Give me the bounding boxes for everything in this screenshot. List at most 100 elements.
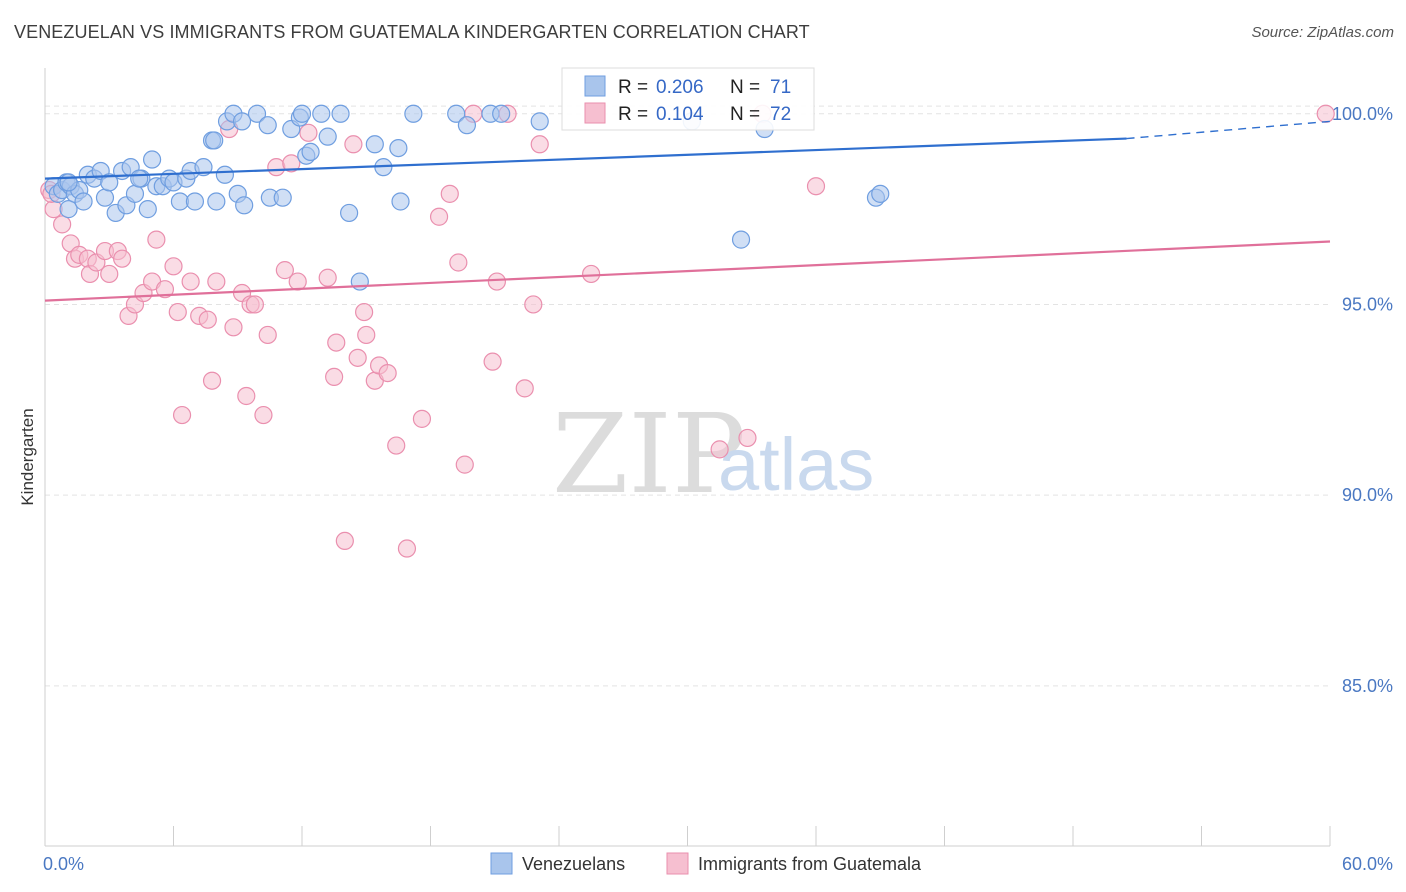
point-guatemala bbox=[483, 352, 502, 371]
point-venezuelans bbox=[273, 188, 292, 207]
point-guatemala bbox=[806, 177, 826, 196]
point-guatemala bbox=[258, 325, 277, 345]
trend-line-guatemala bbox=[44, 240, 1331, 302]
point-guatemala bbox=[198, 310, 217, 329]
point-guatemala bbox=[147, 230, 166, 249]
point-guatemala bbox=[275, 261, 294, 280]
point-venezuelans bbox=[391, 192, 410, 211]
point-guatemala bbox=[318, 268, 337, 287]
legend-swatch-blue bbox=[584, 75, 606, 97]
legend-n-label-1: N = bbox=[730, 77, 760, 98]
y-tick-labels: 85.0% 90.0% 95.0% 100.0% bbox=[1332, 104, 1393, 696]
point-guatemala bbox=[449, 253, 468, 272]
legend-n-label-2: N = bbox=[730, 104, 760, 125]
point-venezuelans bbox=[207, 192, 226, 211]
point-guatemala bbox=[378, 363, 397, 383]
point-guatemala bbox=[267, 158, 286, 177]
y-axis-label: Kindergarten bbox=[18, 408, 37, 505]
point-venezuelans bbox=[731, 230, 751, 249]
point-venezuelans bbox=[301, 142, 320, 162]
point-guatemala bbox=[164, 257, 183, 276]
point-guatemala bbox=[355, 302, 374, 322]
point-venezuelans bbox=[247, 104, 267, 123]
point-guatemala bbox=[440, 184, 459, 203]
point-guatemala bbox=[299, 123, 318, 142]
legend-r-value-1: 0.206 bbox=[656, 77, 704, 98]
point-guatemala bbox=[515, 379, 534, 398]
point-guatemala bbox=[172, 405, 192, 425]
stats-legend: R = 0.206 N = 71 R = 0.104 N = 72 bbox=[561, 67, 815, 131]
point-venezuelans bbox=[318, 127, 337, 146]
legend-swatch-pink bbox=[584, 102, 606, 124]
point-venezuelans bbox=[215, 165, 234, 184]
point-venezuelans bbox=[389, 138, 408, 158]
point-guatemala bbox=[245, 295, 264, 314]
chart-title: VENEZUELAN VS IMMIGRANTS FROM GUATEMALA … bbox=[14, 22, 810, 42]
point-guatemala bbox=[348, 348, 367, 367]
legend-n-value-2: 72 bbox=[770, 104, 791, 125]
point-guatemala bbox=[155, 280, 175, 299]
y-tick-label: 85.0% bbox=[1342, 676, 1393, 696]
point-venezuelans bbox=[492, 104, 511, 123]
point-guatemala bbox=[530, 135, 549, 154]
legend-r-label-1: R = bbox=[618, 77, 648, 98]
point-guatemala bbox=[288, 272, 307, 291]
point-guatemala bbox=[100, 264, 119, 284]
x-tick-labels: 0.0% 60.0% bbox=[43, 854, 1393, 874]
point-guatemala bbox=[325, 367, 344, 387]
point-venezuelans bbox=[312, 104, 331, 123]
trend-line-venezuelans-extension bbox=[1126, 120, 1331, 140]
y-tick-label: 100.0% bbox=[1332, 104, 1393, 124]
point-guatemala bbox=[710, 440, 729, 459]
point-guatemala bbox=[224, 318, 243, 337]
point-guatemala bbox=[254, 405, 273, 425]
x-tick-label: 0.0% bbox=[43, 854, 84, 874]
series-legend: Venezuelans Immigrants from Guatemala bbox=[490, 852, 922, 875]
legend-n-value-1: 71 bbox=[770, 77, 791, 98]
point-venezuelans bbox=[74, 192, 93, 211]
point-venezuelans bbox=[142, 150, 162, 169]
point-venezuelans bbox=[235, 196, 254, 215]
series-legend-swatch-guatemala[interactable] bbox=[666, 852, 689, 875]
x-tick-label: 60.0% bbox=[1342, 854, 1393, 874]
series-legend-label-guatemala[interactable]: Immigrants from Guatemala bbox=[698, 854, 922, 874]
point-guatemala bbox=[387, 436, 406, 455]
point-venezuelans bbox=[232, 112, 252, 131]
point-venezuelans bbox=[194, 158, 213, 177]
point-venezuelans bbox=[59, 200, 78, 219]
point-guatemala bbox=[357, 325, 376, 345]
point-guatemala bbox=[397, 539, 417, 558]
point-guatemala bbox=[429, 207, 449, 226]
legend-r-value-2: 0.104 bbox=[656, 104, 704, 125]
point-venezuelans bbox=[185, 192, 205, 211]
point-guatemala bbox=[524, 295, 543, 314]
point-venezuelans bbox=[871, 184, 890, 203]
point-venezuelans bbox=[457, 116, 477, 135]
series-legend-swatch-venezuelans[interactable] bbox=[490, 852, 513, 875]
point-venezuelans bbox=[447, 104, 466, 123]
point-guatemala bbox=[344, 135, 363, 154]
point-venezuelans bbox=[292, 104, 312, 123]
point-guatemala bbox=[412, 409, 432, 428]
source-label: Source: ZipAtlas.com bbox=[1251, 24, 1394, 41]
legend-r-label-2: R = bbox=[618, 104, 648, 125]
point-venezuelans bbox=[125, 184, 145, 203]
point-venezuelans bbox=[205, 131, 224, 150]
point-venezuelans bbox=[100, 173, 119, 192]
point-venezuelans bbox=[365, 135, 384, 154]
trend-lines bbox=[44, 120, 1331, 302]
point-guatemala bbox=[181, 272, 200, 291]
point-guatemala bbox=[237, 386, 256, 406]
point-guatemala bbox=[168, 302, 187, 322]
point-guatemala bbox=[487, 272, 506, 291]
trend-line-venezuelans bbox=[44, 137, 1127, 180]
y-tick-label: 95.0% bbox=[1342, 294, 1393, 314]
point-venezuelans bbox=[530, 112, 549, 131]
point-venezuelans bbox=[258, 116, 277, 135]
point-guatemala bbox=[207, 272, 226, 291]
point-guatemala bbox=[282, 154, 301, 173]
point-venezuelans bbox=[95, 188, 115, 207]
point-guatemala bbox=[202, 371, 222, 390]
series-legend-label-venezuelans[interactable]: Venezuelans bbox=[522, 854, 625, 874]
